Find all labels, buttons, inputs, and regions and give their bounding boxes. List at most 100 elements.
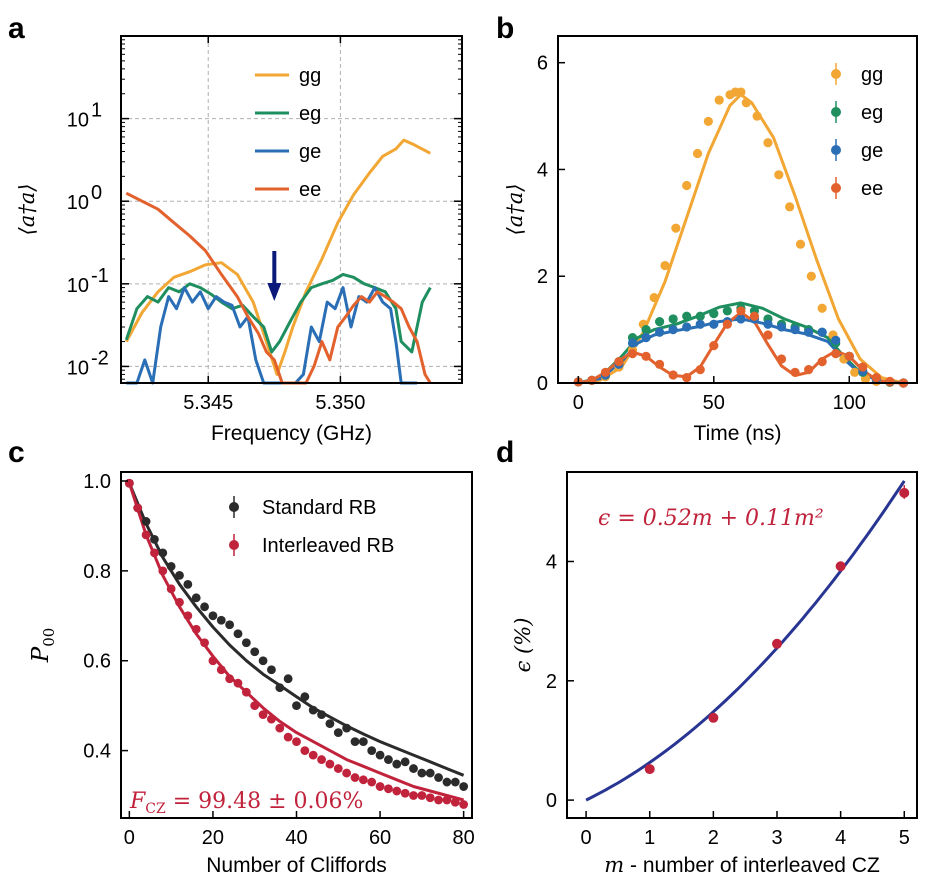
legend-label-eg: eg xyxy=(299,103,321,125)
y-tick-label: 0 xyxy=(546,790,557,812)
data-point-gg xyxy=(795,239,806,249)
data-point-Standard-RB xyxy=(241,638,251,648)
data-point-Interleaved-RB xyxy=(250,701,260,711)
data-point-eg xyxy=(668,314,678,324)
data-point-Interleaved-RB xyxy=(350,773,360,782)
data-point-ge xyxy=(776,322,787,332)
data-point-ee xyxy=(709,341,719,351)
y-tick-label: 10 xyxy=(67,192,89,214)
data-point-Standard-RB xyxy=(342,723,352,733)
data-point-Standard-RB xyxy=(150,535,159,544)
panel-c-chart: 0 20 40 60 80 0.4 0.6 0.8 1.0 Number of Cliffords… xyxy=(28,471,475,877)
data-point-Interleaved-RB xyxy=(175,597,184,607)
y-tick-label: 4 xyxy=(546,551,557,573)
x-tick-label: 4 xyxy=(835,827,846,849)
data-point-Interleaved-RB xyxy=(241,687,251,697)
series-line-ee xyxy=(125,191,432,385)
x-tick-label: 5.345 xyxy=(183,392,233,414)
y-tick-label: 10 xyxy=(67,275,89,297)
data-point-Interleaved-RB xyxy=(417,791,427,800)
x-tick-label: 1 xyxy=(644,827,655,849)
plot-frame-b xyxy=(557,35,918,384)
plot-frame-d xyxy=(566,471,918,819)
plot-frame-c xyxy=(120,471,473,819)
data-point-Interleaved-RB xyxy=(342,768,352,778)
data-point-Interleaved-RB xyxy=(292,737,301,747)
data-point-ge xyxy=(763,319,773,329)
data-point-Standard-RB xyxy=(367,746,377,755)
legend-marker xyxy=(229,502,239,512)
y-axis-label-sub: 00 xyxy=(40,628,58,647)
data-point-gg xyxy=(806,271,816,281)
data-point-Interleaved-RB xyxy=(317,755,326,764)
data-point-Standard-RB xyxy=(141,517,151,526)
data-point-Interleaved-RB xyxy=(308,750,318,760)
fcz-annotation: FCZ = 99.48 ± 0.06% xyxy=(129,789,363,817)
data-point-Standard-RB xyxy=(450,777,460,787)
data-point-gg xyxy=(692,148,703,159)
data-point-ee xyxy=(627,349,638,359)
legend-marker-gg xyxy=(831,69,841,79)
data-point-Interleaved-RB xyxy=(258,710,268,720)
data-point-Standard-RB xyxy=(283,674,293,684)
series-line-gg xyxy=(124,138,432,376)
y-axis-label: P00 xyxy=(28,628,58,664)
data-point-Interleaved-RB xyxy=(425,793,435,803)
data-point-Interleaved-RB xyxy=(124,478,134,488)
x-tick-label: 0 xyxy=(581,827,592,849)
data-point-ee xyxy=(655,359,665,369)
data-point-gg xyxy=(649,292,659,303)
panel-letter-c: c xyxy=(8,436,25,469)
data-point-Interleaved-RB xyxy=(150,548,159,558)
y-tick-label: 10 xyxy=(67,110,89,132)
data-point-ee xyxy=(804,365,814,375)
data-point-Standard-RB xyxy=(317,710,326,720)
y-tick-label: 4 xyxy=(537,159,548,181)
data-point-Interleaved-RB xyxy=(200,638,209,648)
data-point-ee xyxy=(736,306,746,316)
data-point-Interleaved-RB xyxy=(358,775,368,785)
x-tick-label: 0 xyxy=(124,827,135,849)
data-point-Standard-RB xyxy=(333,728,343,738)
legend-label-eg: eg xyxy=(861,102,883,124)
data-point-Interleaved-RB xyxy=(450,797,460,807)
x-axis-label: Frequency (GHz) xyxy=(211,422,372,445)
data-point-ee xyxy=(831,349,841,359)
series-line-ge xyxy=(126,286,418,385)
data-point-ge xyxy=(641,333,651,343)
arrow-head xyxy=(267,283,282,301)
data-point xyxy=(708,712,719,723)
data-point-eg xyxy=(682,311,692,321)
data-point-ge xyxy=(817,327,827,337)
legend-label-Interleaved-RB: Interleaved RB xyxy=(262,535,394,557)
x-tick-label: 5.350 xyxy=(315,392,365,414)
fcz-label: F xyxy=(129,789,146,814)
data-point-Interleaved-RB xyxy=(275,723,285,733)
data-point-Interleaved-RB xyxy=(409,791,418,800)
data-point-Standard-RB xyxy=(292,701,301,711)
data-point-Standard-RB xyxy=(442,777,452,787)
data-point-ge xyxy=(790,325,800,335)
data-point-Interleaved-RB xyxy=(216,665,226,675)
data-point-Standard-RB xyxy=(434,773,443,782)
y-axis-label-main: P xyxy=(28,646,54,663)
data-point-gg xyxy=(817,303,827,313)
data-point-ge xyxy=(695,319,705,329)
data-point-ee xyxy=(776,354,787,364)
y-tick-label: 2 xyxy=(546,671,557,693)
data-point-gg xyxy=(736,87,746,97)
data-point xyxy=(644,764,655,775)
y-tick-label: 0 xyxy=(537,373,548,395)
data-point-Standard-RB xyxy=(225,620,235,630)
data-point-Standard-RB xyxy=(417,768,427,778)
y-tick-exponent: 0 xyxy=(91,182,102,204)
data-point-eg xyxy=(709,309,719,319)
data-point-Standard-RB xyxy=(300,692,310,702)
data-point-eg xyxy=(695,311,705,321)
y-tick-exponent: 1 xyxy=(91,100,102,122)
legend-label-gg: gg xyxy=(861,64,883,86)
data-point-Standard-RB xyxy=(267,665,276,675)
legend-marker-ge xyxy=(831,145,841,155)
